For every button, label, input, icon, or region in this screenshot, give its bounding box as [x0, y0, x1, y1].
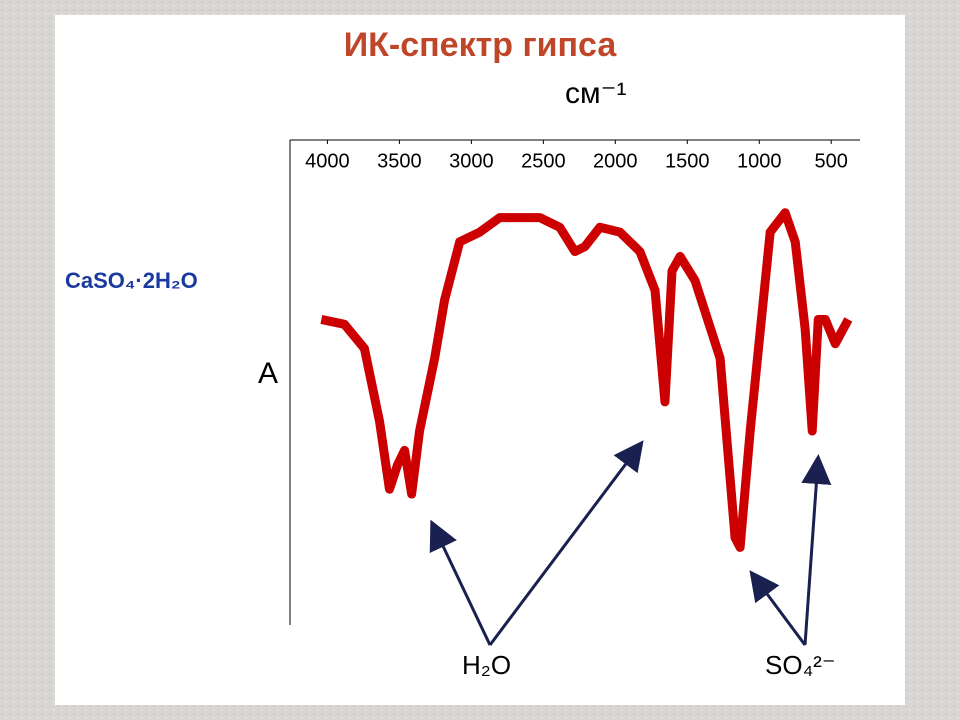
x-tick-label: 2500: [521, 150, 566, 172]
arrows: [429, 440, 832, 646]
arrow: [749, 570, 807, 646]
x-tick-label: 2000: [593, 150, 638, 172]
arrow: [429, 519, 492, 646]
x-tick-label: 3000: [449, 150, 494, 172]
x-tick-label: 500: [815, 150, 848, 172]
arrow: [801, 454, 832, 646]
x-tick-label: 1500: [665, 150, 710, 172]
title: ИК-спектр гипса: [344, 26, 618, 64]
y-axis-label: A: [258, 357, 278, 390]
panel: [55, 15, 905, 705]
spectrum-line: [320, 208, 853, 552]
x-tick-label: 4000: [305, 150, 350, 172]
formula: CaSO₄·2H₂O: [65, 268, 198, 293]
label-water: H₂O: [462, 650, 511, 680]
x-tick-label: 3500: [377, 150, 422, 172]
x-tick-label: 1000: [737, 150, 782, 172]
x-axis-label: см⁻¹: [565, 77, 626, 110]
arrow: [488, 440, 644, 646]
label-sulfate: SO₄²⁻: [765, 650, 836, 680]
